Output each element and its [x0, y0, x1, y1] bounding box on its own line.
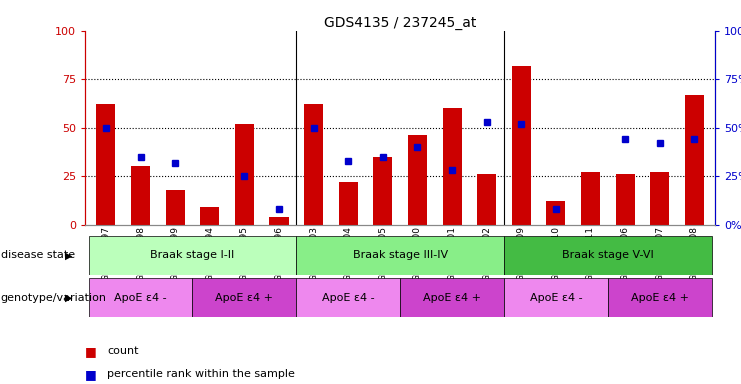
Bar	[131, 167, 150, 225]
Bar	[193, 278, 296, 317]
Text: ■: ■	[85, 368, 97, 381]
Bar	[96, 104, 116, 225]
Bar	[408, 136, 427, 225]
Text: Braak stage I-II: Braak stage I-II	[150, 250, 235, 260]
Bar	[400, 278, 504, 317]
Text: ■: ■	[85, 345, 97, 358]
Text: ApoE ε4 +: ApoE ε4 +	[631, 293, 688, 303]
Text: ApoE ε4 -: ApoE ε4 -	[530, 293, 582, 303]
Text: ApoE ε4 -: ApoE ε4 -	[114, 293, 167, 303]
Bar	[296, 236, 504, 275]
Text: count: count	[107, 346, 139, 356]
Bar	[504, 278, 608, 317]
Bar	[608, 278, 711, 317]
Bar	[546, 201, 565, 225]
Bar	[504, 236, 711, 275]
Bar	[477, 174, 496, 225]
Bar	[166, 190, 185, 225]
Text: disease state: disease state	[1, 250, 75, 260]
Bar	[89, 278, 193, 317]
Text: ApoE ε4 +: ApoE ε4 +	[216, 293, 273, 303]
Bar	[296, 278, 400, 317]
Text: Braak stage III-IV: Braak stage III-IV	[353, 250, 448, 260]
Text: Braak stage V-VI: Braak stage V-VI	[562, 250, 654, 260]
Bar	[685, 95, 704, 225]
Bar	[235, 124, 254, 225]
Title: GDS4135 / 237245_at: GDS4135 / 237245_at	[324, 16, 476, 30]
Bar	[373, 157, 392, 225]
Bar	[89, 236, 296, 275]
Text: ▶: ▶	[65, 250, 73, 260]
Text: genotype/variation: genotype/variation	[1, 293, 107, 303]
Bar	[650, 172, 669, 225]
Text: percentile rank within the sample: percentile rank within the sample	[107, 369, 296, 379]
Bar	[512, 66, 531, 225]
Bar	[442, 108, 462, 225]
Bar	[339, 182, 358, 225]
Text: ApoE ε4 -: ApoE ε4 -	[322, 293, 374, 303]
Text: ApoE ε4 +: ApoE ε4 +	[423, 293, 481, 303]
Text: ▶: ▶	[65, 293, 73, 303]
Bar	[304, 104, 323, 225]
Bar	[200, 207, 219, 225]
Bar	[270, 217, 288, 225]
Bar	[616, 174, 634, 225]
Bar	[581, 172, 600, 225]
